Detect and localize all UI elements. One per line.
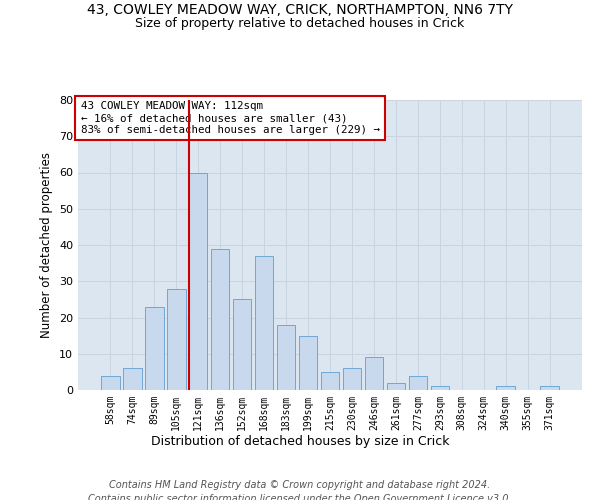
Text: 43 COWLEY MEADOW WAY: 112sqm
← 16% of detached houses are smaller (43)
83% of se: 43 COWLEY MEADOW WAY: 112sqm ← 16% of de… — [80, 102, 380, 134]
Bar — [277, 325, 295, 390]
Bar — [101, 376, 119, 390]
Bar — [409, 376, 427, 390]
Bar — [431, 386, 449, 390]
Text: 43, COWLEY MEADOW WAY, CRICK, NORTHAMPTON, NN6 7TY: 43, COWLEY MEADOW WAY, CRICK, NORTHAMPTO… — [87, 2, 513, 16]
Bar — [299, 336, 317, 390]
Bar — [320, 372, 340, 390]
Bar — [123, 368, 142, 390]
Bar — [255, 256, 274, 390]
Text: Distribution of detached houses by size in Crick: Distribution of detached houses by size … — [151, 435, 449, 448]
Bar — [167, 288, 185, 390]
Bar — [189, 172, 208, 390]
Bar — [211, 248, 229, 390]
Bar — [496, 386, 515, 390]
Bar — [541, 386, 559, 390]
Bar — [233, 300, 251, 390]
Text: Contains HM Land Registry data © Crown copyright and database right 2024.
Contai: Contains HM Land Registry data © Crown c… — [88, 480, 512, 500]
Text: Size of property relative to detached houses in Crick: Size of property relative to detached ho… — [136, 18, 464, 30]
Bar — [343, 368, 361, 390]
Bar — [386, 383, 405, 390]
Bar — [145, 306, 164, 390]
Y-axis label: Number of detached properties: Number of detached properties — [40, 152, 53, 338]
Bar — [365, 358, 383, 390]
